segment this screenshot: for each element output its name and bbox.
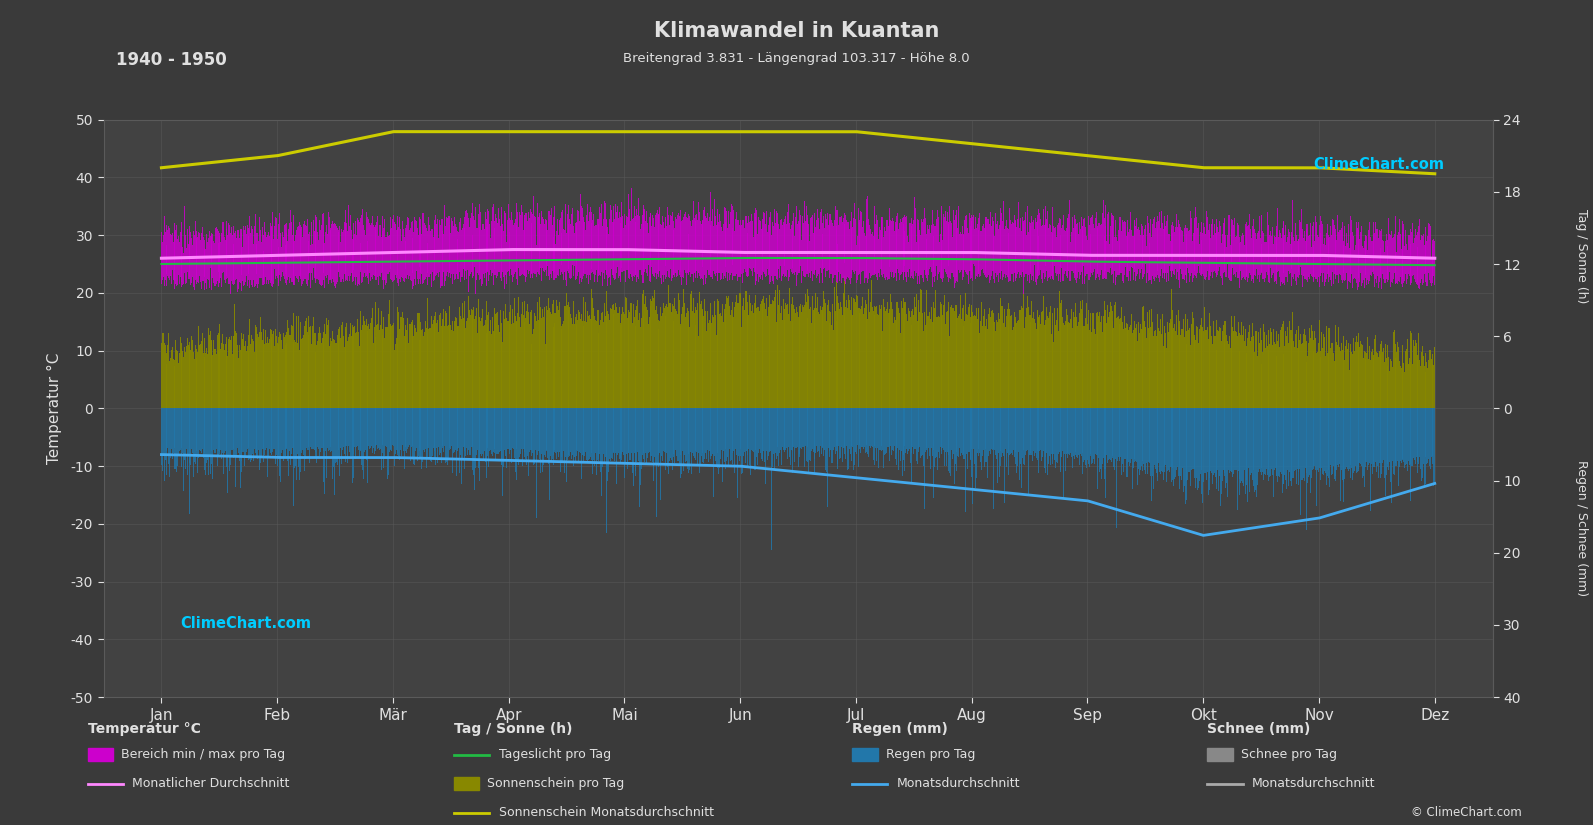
Text: ClimeChart.com: ClimeChart.com	[1313, 157, 1443, 172]
Text: Temperatur °C: Temperatur °C	[88, 722, 201, 736]
Text: © ClimeChart.com: © ClimeChart.com	[1410, 806, 1521, 819]
Text: Sonnenschein Monatsdurchschnitt: Sonnenschein Monatsdurchschnitt	[499, 806, 714, 819]
Y-axis label: Temperatur °C: Temperatur °C	[48, 353, 62, 464]
Text: Monatsdurchschnitt: Monatsdurchschnitt	[897, 777, 1021, 790]
Text: ClimeChart.com: ClimeChart.com	[180, 615, 311, 630]
Text: Regen pro Tag: Regen pro Tag	[886, 748, 975, 761]
Text: Tageslicht pro Tag: Tageslicht pro Tag	[499, 748, 610, 761]
Text: Tag / Sonne (h): Tag / Sonne (h)	[454, 722, 572, 736]
Text: Tag / Sonne (h): Tag / Sonne (h)	[1575, 209, 1588, 303]
Text: Sonnenschein pro Tag: Sonnenschein pro Tag	[487, 777, 624, 790]
Text: Monatsdurchschnitt: Monatsdurchschnitt	[1252, 777, 1376, 790]
Text: Klimawandel in Kuantan: Klimawandel in Kuantan	[653, 21, 940, 40]
Text: Schnee pro Tag: Schnee pro Tag	[1241, 748, 1337, 761]
Text: Regen / Schnee (mm): Regen / Schnee (mm)	[1575, 460, 1588, 596]
Text: Schnee (mm): Schnee (mm)	[1207, 722, 1311, 736]
Text: Breitengrad 3.831 - Längengrad 103.317 - Höhe 8.0: Breitengrad 3.831 - Längengrad 103.317 -…	[623, 52, 970, 65]
Text: 1940 - 1950: 1940 - 1950	[116, 51, 228, 69]
Text: Monatlicher Durchschnitt: Monatlicher Durchschnitt	[132, 777, 290, 790]
Text: Regen (mm): Regen (mm)	[852, 722, 948, 736]
Text: Bereich min / max pro Tag: Bereich min / max pro Tag	[121, 748, 285, 761]
